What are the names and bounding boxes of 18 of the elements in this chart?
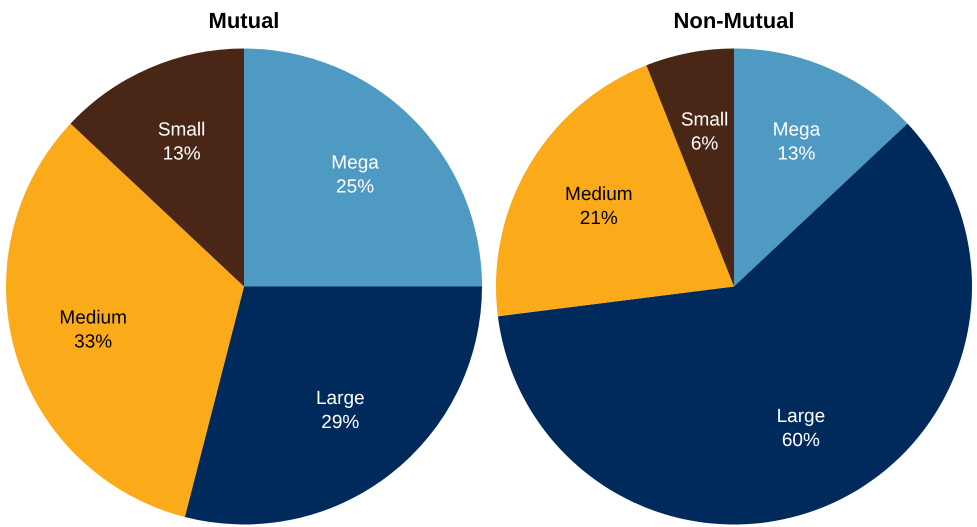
data-label: 6% (690, 133, 718, 154)
slice-label: Large (316, 388, 365, 409)
data-label: 13% (777, 144, 816, 165)
slice-label: Large (776, 406, 826, 427)
slice-label: Small (158, 120, 206, 141)
data-label: 33% (74, 332, 112, 353)
slice-label: Medium (59, 308, 127, 329)
data-label: 29% (321, 412, 360, 433)
slice-label: Medium (565, 184, 633, 205)
slice-label: Small (680, 109, 728, 130)
data-label: 60% (782, 430, 820, 451)
slice-label: Mega (331, 152, 380, 174)
slice-label: Mega (772, 120, 821, 141)
chart-title: Mutual (208, 8, 280, 34)
data-label: 21% (580, 208, 618, 229)
data-label: 25% (336, 176, 374, 198)
chart-title: Non-Mutual (672, 8, 796, 34)
data-label: 13% (162, 144, 201, 165)
